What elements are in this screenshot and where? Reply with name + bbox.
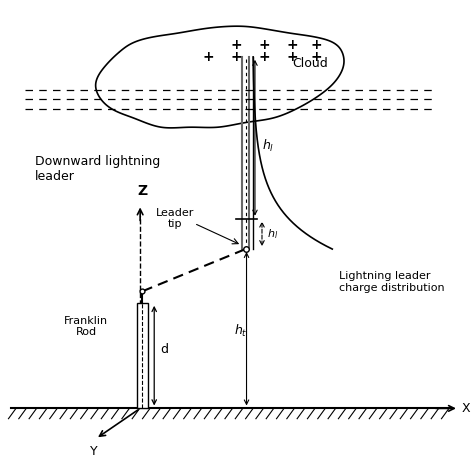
- Text: Y: Y: [90, 445, 97, 458]
- Text: d: d: [160, 343, 168, 356]
- Text: Leader
tip: Leader tip: [156, 208, 194, 229]
- Text: +: +: [287, 50, 298, 64]
- Text: $h_t$: $h_t$: [234, 323, 248, 339]
- Text: +: +: [258, 50, 270, 64]
- Text: Lightning leader
charge distribution: Lightning leader charge distribution: [339, 271, 445, 293]
- Text: Downward lightning
leader: Downward lightning leader: [35, 156, 160, 183]
- Text: $h_l$: $h_l$: [267, 227, 278, 241]
- Text: Cloud: Cloud: [292, 57, 328, 70]
- Text: X: X: [462, 402, 471, 415]
- Polygon shape: [96, 26, 344, 128]
- Text: +: +: [230, 38, 242, 52]
- Text: Z: Z: [137, 184, 147, 198]
- Text: +: +: [258, 38, 270, 52]
- Text: Franklin
Rod: Franklin Rod: [64, 315, 109, 337]
- Text: +: +: [310, 50, 322, 64]
- Text: +: +: [202, 50, 214, 64]
- Text: +: +: [310, 38, 322, 52]
- FancyBboxPatch shape: [137, 303, 147, 408]
- Text: $h_l$: $h_l$: [262, 138, 274, 154]
- Text: +: +: [287, 38, 298, 52]
- Text: +: +: [230, 50, 242, 64]
